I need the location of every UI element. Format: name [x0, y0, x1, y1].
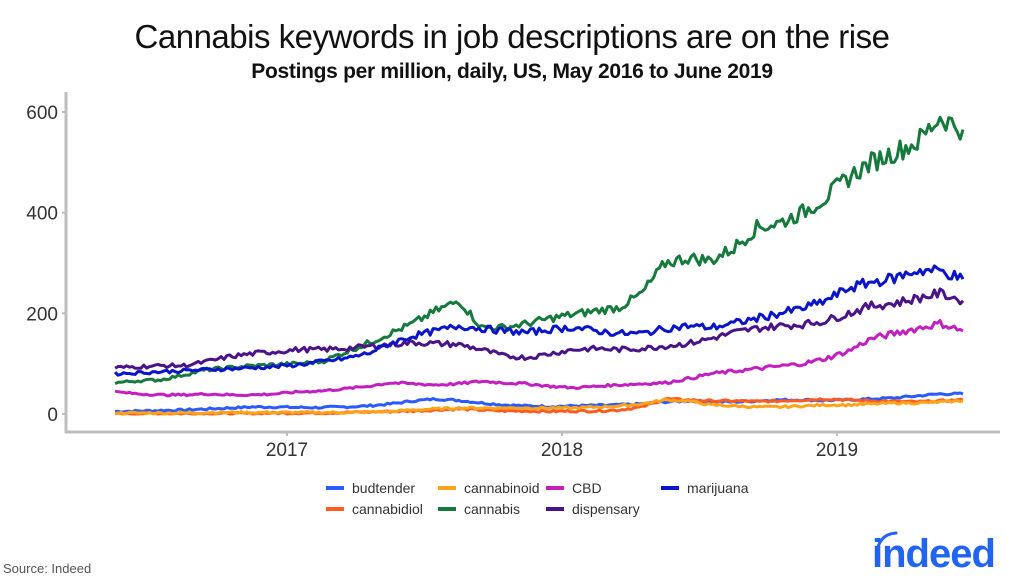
legend-label: cannabis: [464, 501, 521, 517]
legend-swatch-icon: [546, 486, 564, 490]
y-tick-label: 0: [47, 405, 58, 426]
plot-series: [114, 115, 965, 416]
legend-swatch-icon: [326, 486, 344, 490]
legend-item-cannabis: cannabis: [438, 501, 520, 517]
legend-swatch-icon: [546, 507, 564, 511]
y-tick-label: 200: [26, 304, 58, 325]
legend-label: marijuana: [687, 480, 749, 496]
series-line-cbd: [114, 319, 964, 398]
x-axis: 2017 2018 2019: [65, 430, 1000, 461]
y-tick-label: 600: [26, 103, 58, 124]
series-line-cannabinoid: [114, 397, 964, 416]
legend-item-budtender: budtender: [326, 480, 415, 496]
series-line-marijuana: [114, 264, 965, 377]
legend-label: cannabidiol: [352, 501, 423, 517]
legend-item-cbd: CBD: [546, 480, 602, 496]
legend-swatch-icon: [438, 486, 456, 490]
legend-item-dispensary: dispensary: [546, 501, 640, 517]
series-line-dispensary: [114, 287, 965, 370]
indeed-logo: indeed: [872, 532, 996, 576]
legend-swatch-icon: [438, 507, 456, 511]
x-tick-label: 2017: [266, 440, 308, 461]
legend-swatch-icon: [326, 507, 344, 511]
source-note: Source: Indeed: [3, 561, 92, 576]
series-line-cannabis: [114, 115, 965, 386]
legend-item-marijuana: marijuana: [661, 480, 748, 496]
y-tick-label: 400: [26, 204, 58, 225]
legend-label: CBD: [572, 480, 602, 496]
legend-label: budtender: [352, 480, 416, 496]
chart-subtitle: Postings per million, daily, US, May 201…: [251, 60, 773, 83]
x-tick-label: 2019: [816, 440, 858, 461]
legend-item-cannabidiol: cannabidiol: [326, 501, 423, 517]
x-tick-label: 2018: [541, 440, 583, 461]
chart-title: Cannabis keywords in job descriptions ar…: [134, 18, 890, 55]
legend-label: cannabinoid: [464, 480, 540, 496]
legend-item-cannabinoid: cannabinoid: [438, 480, 540, 496]
y-axis: 0 200 400 600: [26, 92, 68, 433]
legend-swatch-icon: [661, 486, 679, 490]
indeed-logo-arc-icon: [876, 531, 898, 549]
legend-label: dispensary: [572, 501, 640, 517]
